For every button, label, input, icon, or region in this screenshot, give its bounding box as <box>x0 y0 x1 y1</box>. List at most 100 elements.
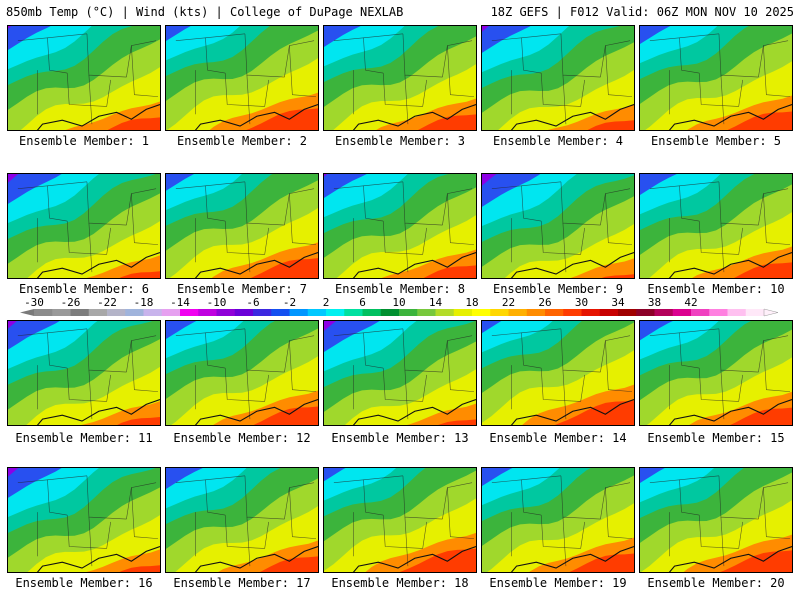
ensemble-member-label: Ensemble Member: 14 <box>489 431 627 445</box>
colorbar-swatch <box>563 309 582 316</box>
colorbar-tick-label: 42 <box>684 296 698 309</box>
ensemble-member-label: Ensemble Member: 1 <box>18 134 150 148</box>
colorbar-tick-label: 14 <box>428 296 443 309</box>
ensemble-member-label: Ensemble Member: 2 <box>176 134 308 148</box>
colorbar-tick-label: 22 <box>501 296 516 309</box>
colorbar-swatch <box>654 309 674 316</box>
valid-time: 18Z GEFS | F012 Valid: 06Z MON NOV 10 20… <box>490 5 794 19</box>
temperature-field <box>166 468 318 572</box>
ensemble-member-label: Ensemble Member: 10 <box>647 282 785 296</box>
ensemble-map <box>323 467 477 573</box>
ensemble-map <box>639 467 793 573</box>
temperature-field <box>8 321 160 425</box>
temperature-field <box>8 26 160 130</box>
ensemble-map <box>323 320 477 426</box>
temperature-field <box>8 468 160 572</box>
ensemble-member-label: Ensemble Member: 7 <box>176 282 308 296</box>
temperature-field <box>640 321 792 425</box>
ensemble-member-label: Ensemble Member: 12 <box>173 431 311 445</box>
colorbar-left-arrow <box>20 309 34 316</box>
ensemble-member-label: Ensemble Member: 3 <box>334 134 466 148</box>
colorbar-tick-label: 6 <box>359 296 366 309</box>
ensemble-map <box>323 25 477 131</box>
temperature-field <box>324 468 476 572</box>
colorbar-swatch <box>234 309 254 316</box>
colorbar-right-arrow <box>763 308 779 317</box>
colorbar-tick-label: -6 <box>246 296 260 309</box>
colorbar-swatch <box>618 309 637 316</box>
temperature-field <box>640 26 792 130</box>
colorbar-tick-label: 38 <box>647 296 662 309</box>
colorbar-swatch <box>143 309 163 316</box>
colorbar-swatch <box>508 309 528 316</box>
ensemble-map <box>7 25 161 131</box>
ensemble-member-label: Ensemble Member: 9 <box>492 282 624 296</box>
ensemble-map <box>323 173 477 279</box>
colorbar-swatch <box>745 309 765 316</box>
colorbar-swatch <box>691 309 710 316</box>
ensemble-map <box>165 173 319 279</box>
chart-title: 850mb Temp (°C) | Wind (kts) | College o… <box>6 5 404 19</box>
colorbar-swatch <box>70 309 90 316</box>
ensemble-member-label: Ensemble Member: 11 <box>15 431 153 445</box>
colorbar-swatch <box>107 309 126 316</box>
temperature-colorbar <box>20 308 779 317</box>
ensemble-member-label: Ensemble Member: 5 <box>650 134 782 148</box>
colorbar-swatch <box>380 309 400 316</box>
colorbar-tick-label: 30 <box>574 296 589 309</box>
colorbar-swatch <box>545 309 564 316</box>
ensemble-map <box>639 320 793 426</box>
colorbar-swatch <box>472 309 491 316</box>
colorbar-swatch <box>672 309 692 316</box>
ensemble-map <box>481 320 635 426</box>
ensemble-map <box>7 320 161 426</box>
colorbar-swatch <box>326 309 345 316</box>
ensemble-map <box>165 467 319 573</box>
temperature-field <box>166 26 318 130</box>
colorbar-swatch <box>307 309 327 316</box>
temperature-field <box>8 174 160 278</box>
ensemble-member-label: Ensemble Member: 6 <box>18 282 150 296</box>
ensemble-member-label: Ensemble Member: 15 <box>647 431 785 445</box>
colorbar-tick-label: 18 <box>465 296 479 309</box>
colorbar-swatch <box>271 309 290 316</box>
ensemble-member-label: Ensemble Member: 17 <box>173 576 311 590</box>
colorbar-swatch <box>636 309 655 316</box>
ensemble-member-label: Ensemble Member: 19 <box>489 576 627 590</box>
temperature-field <box>324 26 476 130</box>
colorbar-swatch <box>161 309 181 316</box>
colorbar-swatch <box>88 309 108 316</box>
colorbar-swatch <box>599 309 619 316</box>
colorbar-swatch <box>125 309 144 316</box>
temperature-field <box>482 26 634 130</box>
ensemble-map <box>639 25 793 131</box>
temperature-field <box>482 468 634 572</box>
ensemble-member-label: Ensemble Member: 13 <box>331 431 469 445</box>
colorbar-tick-label: 10 <box>392 296 406 309</box>
temperature-field <box>166 321 318 425</box>
colorbar-tick-label: 34 <box>611 296 625 309</box>
colorbar-tick-label: -14 <box>170 296 190 309</box>
ensemble-map <box>481 173 635 279</box>
temperature-field <box>482 321 634 425</box>
ensemble-member-label: Ensemble Member: 20 <box>647 576 785 590</box>
ensemble-map <box>639 173 793 279</box>
colorbar-ticks: -30 -26 -22 -18 -14 -10 -6 -2 2 6 10 14 18 22 26 30 34 38… <box>0 296 800 309</box>
temperature-field <box>640 174 792 278</box>
colorbar-swatch <box>453 309 473 316</box>
colorbar-swatch <box>362 309 382 316</box>
colorbar-swatch <box>253 309 272 316</box>
colorbar-tick-label: -10 <box>206 296 227 309</box>
colorbar-tick-label: -18 <box>133 296 154 309</box>
temperature-field <box>640 468 792 572</box>
ensemble-map <box>165 25 319 131</box>
ensemble-map <box>7 467 161 573</box>
colorbar-swatch <box>581 309 601 316</box>
colorbar-swatch <box>52 309 71 316</box>
temperature-field <box>166 174 318 278</box>
ensemble-map <box>481 467 635 573</box>
colorbar-swatch <box>289 309 309 316</box>
ensemble-member-label: Ensemble Member: 16 <box>15 576 153 590</box>
temperature-field <box>482 174 634 278</box>
colorbar-swatch <box>180 309 199 316</box>
